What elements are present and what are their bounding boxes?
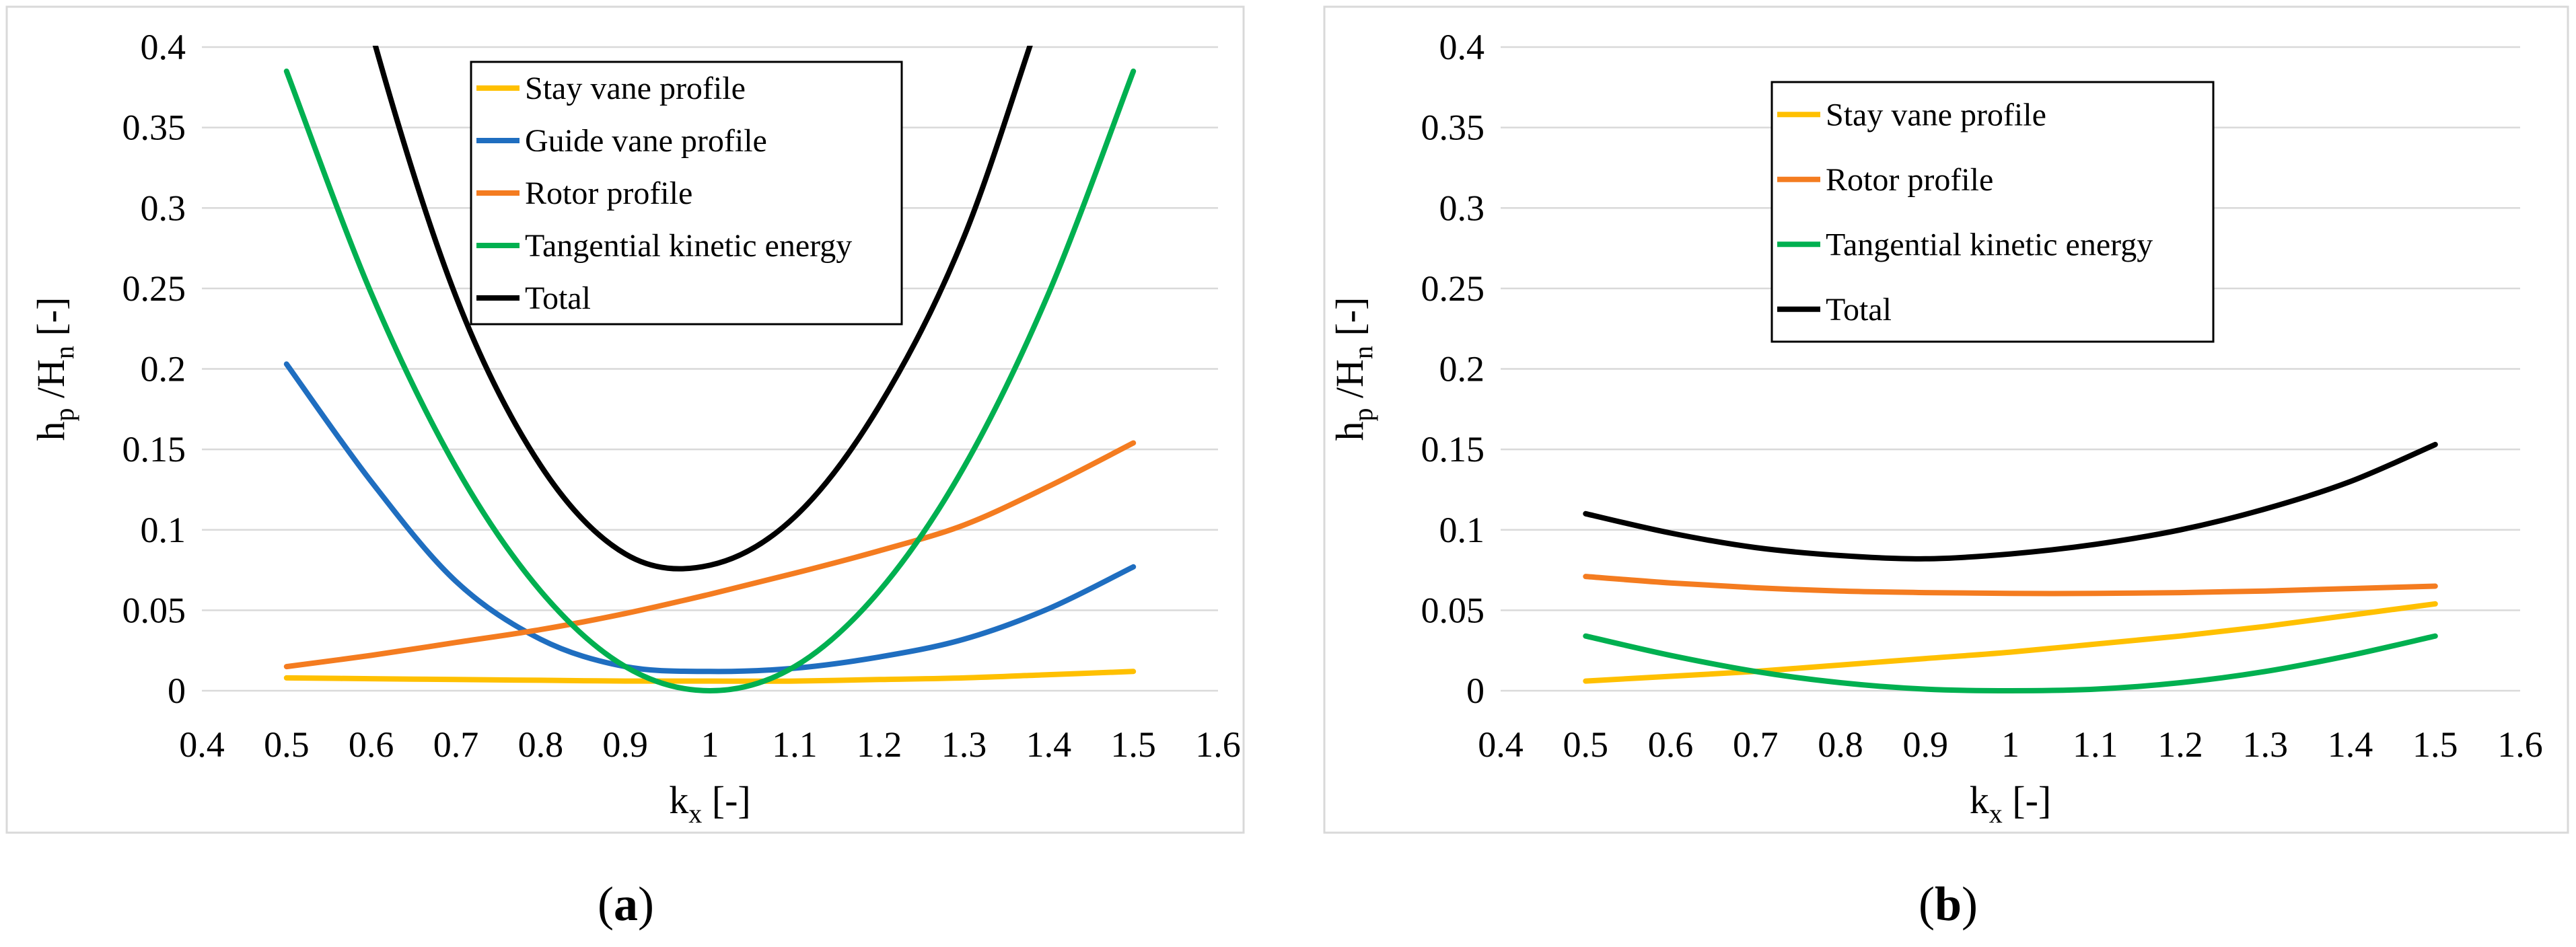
chart-a-legend-box [470,61,903,326]
chart-a-frame [5,5,1245,834]
chart-b-xtick-label: 0.8 [1818,724,1863,765]
chart-b-xlabel-sub: x [1989,798,2003,829]
chart-b-legend: Stay vane profile Rotor profile Tangential… [1770,81,2215,343]
chart-b-legend-box [1770,81,2215,343]
chart-b-xtick-label: 1.4 [2328,724,2373,765]
chart-b-panel-label: (b) [1919,877,1978,931]
chart-b-ytick-label: 0.3 [1439,188,1485,228]
chart-b-xtick-label: 0.6 [1648,724,1694,765]
chart-a-panel-label: (a) [598,877,654,931]
chart-b-xlabel-base: k [1970,778,1989,822]
chart-a-ytick-label: 0.2 [141,349,186,389]
chart-b-panel-paren-open: ( [1919,877,1935,931]
chart-a-legend-label: Guide vane profile [525,123,767,159]
chart-b-ytick-label: 0.2 [1439,349,1485,389]
chart-a-series-guide-vane-profile [283,361,1137,675]
chart-a-xtick-label: 0.5 [264,724,310,765]
chart-a-legend-label: Rotor profile [525,176,692,211]
chart-b-xtick-label: 1 [2001,724,2019,765]
chart-a-panel-paren-open: ( [598,877,614,931]
chart-a-xtick-label: 0.6 [349,724,394,765]
chart-a-series-total [372,46,1033,572]
chart-a-ytick-label: 0.1 [141,510,186,550]
chart-a: 0 0.05 0.1 0.15 0.2 0.25 0.3 0.35 0.4 0.4 0.5 0.6 0.… [5,5,1245,931]
chart-a-ylabel-p3: [-] [29,297,73,346]
chart-a-xtick-label: 1.6 [1195,724,1241,765]
chart-b-panel-letter: b [1935,877,1962,931]
chart-b-xtick-label: 1.5 [2412,724,2458,765]
chart-a-legend-label: Tangential kinetic energy [525,228,852,264]
chart-a-legend-label: Total [525,280,591,316]
chart-a-series-tangential-kinetic-energy [283,68,1137,693]
chart-b-xtick-label: 1.6 [2497,724,2543,765]
chart-b-panel-paren-close: ) [1962,877,1978,931]
chart-a-x-axis-title: kx [-] [669,778,750,829]
chart-a-xtick-label: 0.8 [518,724,564,765]
chart-a-ytick-label: 0.05 [122,590,186,630]
chart-b-xtick-label: 0.4 [1478,724,1524,765]
chart-b-legend-label: Rotor profile [1826,162,1993,198]
chart-b-xtick-label: 0.5 [1563,724,1609,765]
chart-b-series-rotor-profile [1583,574,2438,597]
chart-a-xlabel-suffix: [-] [702,778,750,822]
chart-a-panel-paren-close: ) [638,877,654,931]
chart-a-series-rotor-profile [283,440,1137,670]
chart-a-ylabel-s1: p [49,408,79,421]
chart-b-series-total [1583,441,2438,562]
chart-a-xtick-label: 1.5 [1110,724,1156,765]
chart-a-xtick-label: 1.2 [857,724,902,765]
chart-a-series-stay-vane-profile [283,669,1137,684]
chart-a-xtick-label: 1.3 [941,724,987,765]
chart-a-xlabel-base: k [669,778,688,822]
chart-a-ytick-label: 0.15 [122,429,186,469]
chart-a-panel-letter: a [614,877,638,931]
chart-b-x-axis-title: kx [-] [1970,778,2051,829]
chart-a-legend: Stay vane profile Guide vane profile Rotor… [470,61,903,326]
chart-b-legend-label: Stay vane profile [1826,97,2046,132]
chart-a-legend-label: Stay vane profile [525,71,746,106]
chart-b-y-axis-title: hp /Hn [-] [1328,297,1378,441]
chart-b-ytick-label: 0.35 [1421,108,1485,148]
chart-a-xtick-label: 1.1 [772,724,818,765]
chart-a-xtick-label: 0.7 [433,724,479,765]
chart-a-ylabel-p1: h [29,421,73,441]
chart-b-legend-label: Total [1826,292,1892,328]
chart-b-xtick-label: 1.3 [2243,724,2289,765]
chart-a-ytick-label: 0.3 [141,188,186,228]
chart-b-series-tangential-kinetic-energy [1583,633,2438,693]
chart-a-ytick-label: 0.4 [141,27,186,67]
chart-b-xtick-label: 1.2 [2157,724,2203,765]
chart-a-xlabel-sub: x [688,798,702,829]
chart-b-xtick-label: 1.1 [2073,724,2118,765]
chart-b-ylabel-p2: /H [1328,359,1371,408]
chart-a-xtick-label: 1 [701,724,719,765]
chart-a-ytick-label: 0.35 [122,108,186,148]
chart-a-ytick-label: 0.25 [122,268,186,309]
chart-a-y-axis-title: hp /Hn [-] [29,297,79,441]
chart-b-series-stay-vane-profile [1583,601,2438,684]
chart-b-ytick-label: 0 [1466,671,1484,711]
chart-a-ytick-label: 0 [168,671,186,711]
chart-b: 0 0.05 0.1 0.15 0.2 0.25 0.3 0.35 0.4 0.4 0.5 0.6 0.… [1323,5,2569,931]
chart-b-ylabel-s2: n [1348,346,1378,359]
chart-a-xtick-label: 0.9 [602,724,648,765]
chart-a-xtick-label: 0.4 [179,724,225,765]
chart-b-legend-label: Tangential kinetic energy [1826,227,2153,262]
chart-b-ytick-label: 0.15 [1421,429,1485,469]
chart-b-ylabel-p1: h [1328,421,1371,441]
chart-b-ytick-label: 0.25 [1421,268,1485,309]
chart-b-ytick-label: 0.05 [1421,590,1485,630]
chart-b-xtick-label: 0.7 [1733,724,1779,765]
chart-b-xtick-label: 0.9 [1903,724,1949,765]
chart-b-xlabel-suffix: [-] [2003,778,2051,822]
chart-b-frame [1323,5,2569,834]
chart-b-ylabel-p3: [-] [1328,297,1371,346]
chart-b-ytick-label: 0.4 [1439,27,1485,67]
chart-b-ylabel-s1: p [1348,408,1378,421]
chart-a-ylabel-p2: /H [29,359,73,408]
chart-a-xtick-label: 1.4 [1026,724,1072,765]
chart-b-ytick-label: 0.1 [1439,510,1485,550]
chart-a-ylabel-s2: n [49,346,79,359]
